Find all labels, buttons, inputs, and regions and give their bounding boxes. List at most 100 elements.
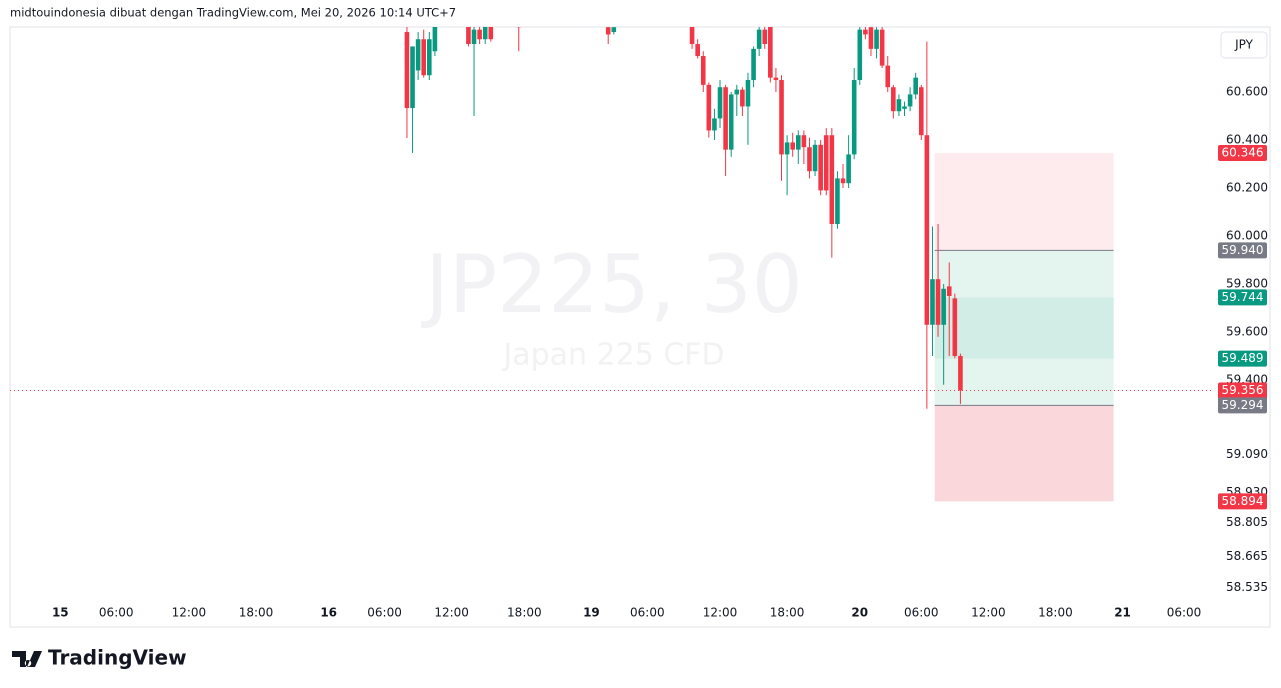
y-tick-label: 58.805: [1226, 515, 1268, 529]
price-label: 59.744: [1222, 290, 1264, 304]
price-label: 59.940: [1222, 243, 1264, 257]
candle-body: [823, 135, 829, 191]
price-label-bg: [1218, 242, 1267, 259]
candle-body: [812, 144, 818, 172]
price-label-bg: [1218, 289, 1267, 306]
price-label-bg: [1218, 493, 1267, 510]
candle-body: [745, 80, 751, 107]
candle-body: [851, 80, 857, 155]
candle-body: [840, 178, 846, 184]
x-tick-label: 18:00: [770, 606, 805, 620]
candle-body: [410, 46, 415, 109]
candle-body: [432, 27, 438, 52]
x-tick-label: 21: [1114, 606, 1131, 620]
candle-body: [756, 29, 762, 49]
candle-body: [829, 135, 835, 224]
x-tick-label: 06:00: [367, 606, 402, 620]
price-label: 59.356: [1222, 383, 1264, 397]
candle-body: [482, 27, 488, 40]
price-label-bg: [1218, 144, 1267, 161]
candle-body: [740, 89, 745, 107]
candle-body: [935, 279, 941, 325]
x-tick-label: 06:00: [630, 606, 665, 620]
candle-body: [913, 77, 918, 95]
candle-body: [918, 87, 924, 136]
candle-body: [421, 39, 427, 76]
candle-body: [477, 29, 482, 40]
candle-body: [801, 135, 807, 148]
candle-body: [818, 144, 823, 191]
price-label: 59.294: [1222, 398, 1264, 412]
candle-body: [488, 27, 494, 40]
candle-body: [958, 355, 963, 391]
y-tick-label: 60.000: [1226, 228, 1268, 242]
candle-body: [723, 87, 728, 150]
candle-body: [768, 27, 773, 78]
candle-body: [712, 118, 717, 131]
position-zone: [934, 152, 1114, 251]
candle-body: [795, 135, 801, 150]
price-label: 59.489: [1222, 351, 1264, 365]
candle-body: [930, 279, 935, 325]
currency-button[interactable]: [1220, 31, 1268, 59]
y-tick-label: 60.200: [1226, 181, 1268, 195]
price-label-bg: [1218, 350, 1267, 367]
candle-body: [734, 89, 740, 95]
candle-body: [835, 178, 840, 224]
candle-body: [415, 39, 421, 71]
candle-body: [907, 94, 913, 107]
candle-body: [427, 39, 432, 76]
candle-body: [762, 29, 768, 45]
candle-body: [784, 142, 790, 155]
candle-body: [863, 29, 868, 35]
x-tick-label: 06:00: [904, 606, 939, 620]
price-label-bg: [1218, 397, 1267, 414]
logo: [12, 651, 42, 667]
x-tick-label: 06:00: [99, 606, 134, 620]
x-tick-label: 19: [583, 606, 600, 620]
x-tick-label: 18:00: [1038, 606, 1073, 620]
y-tick-label: 59.600: [1226, 324, 1268, 338]
candle-body: [952, 298, 958, 356]
x-tick-label: 16: [320, 606, 337, 620]
y-tick-label: 60.400: [1226, 133, 1268, 147]
position-zone: [934, 297, 1114, 359]
candle-body: [471, 29, 477, 45]
x-tick-label: 12:00: [971, 606, 1006, 620]
candle-body: [773, 77, 779, 81]
candle-body: [896, 99, 902, 112]
currency[interactable]: JPY: [1234, 38, 1254, 52]
candle-body: [466, 27, 471, 45]
candle-body: [779, 80, 784, 155]
y-tick-label: 58.535: [1226, 580, 1268, 594]
candle-body: [924, 135, 930, 325]
candle-body: [946, 286, 952, 296]
position-zone: [934, 405, 1114, 502]
candle-body: [706, 84, 712, 131]
logo-text: TradingView: [48, 646, 187, 670]
x-tick-label: 12:00: [172, 606, 207, 620]
x-tick-label: 06:00: [1167, 606, 1202, 620]
candle-body: [868, 27, 874, 49]
candle-body: [404, 32, 410, 109]
candle-body: [611, 27, 617, 33]
candle-body: [751, 48, 756, 81]
x-tick-label: 12:00: [434, 606, 469, 620]
candle-body: [807, 147, 812, 172]
candle-body: [891, 87, 896, 112]
candle-body: [902, 106, 907, 109]
x-tick-label: 15: [52, 606, 69, 620]
watermark-subtitle: Japan 225 CFD: [501, 338, 724, 373]
x-tick-label: 12:00: [703, 606, 738, 620]
candle-body: [846, 154, 851, 184]
y-tick-label: 58.665: [1226, 549, 1268, 563]
y-tick-label: 60.600: [1226, 85, 1268, 99]
header: midtouindonesia dibuat dengan TradingVie…: [10, 6, 456, 20]
candle-body: [790, 142, 795, 150]
candle-body: [516, 27, 522, 28]
candle-body: [941, 288, 946, 325]
candle-body: [885, 65, 891, 88]
candle-body: [874, 29, 879, 49]
candle-body: [728, 94, 734, 150]
